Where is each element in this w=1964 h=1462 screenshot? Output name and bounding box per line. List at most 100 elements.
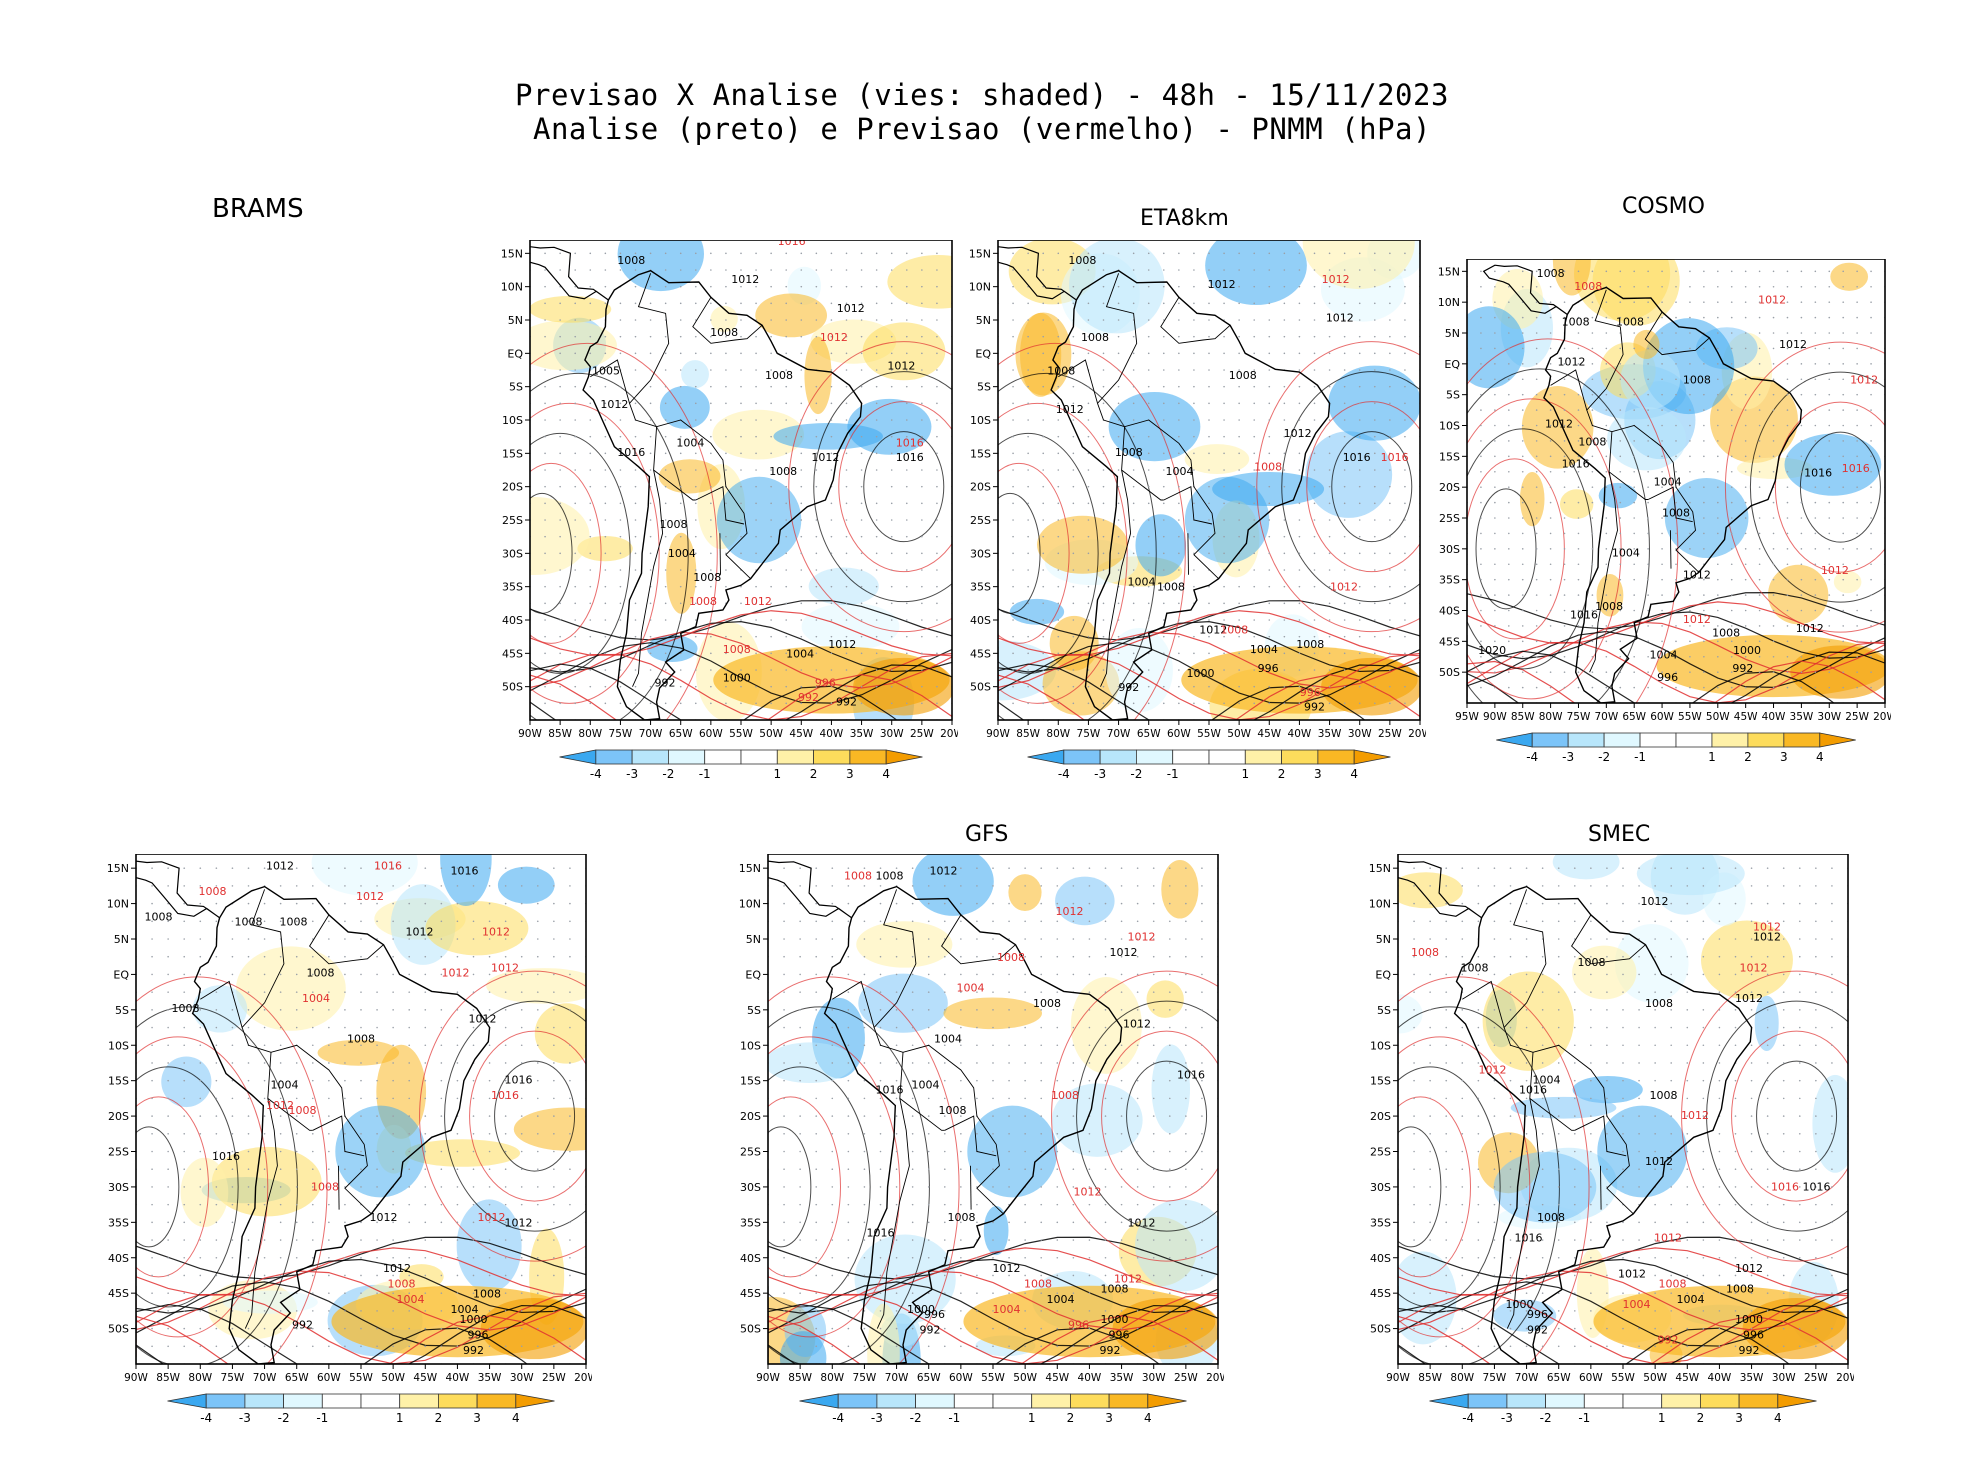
contour-label: 1012: [1123, 1017, 1151, 1030]
colorbar-tick-label: 2: [1067, 1411, 1075, 1425]
contour-label: 1008: [307, 966, 335, 979]
latitude-tick-label: 35S: [1370, 1216, 1391, 1229]
longitude-tick-label: 45W: [1675, 1372, 1699, 1384]
contour-label: 992: [1527, 1323, 1548, 1336]
latitude-tick-label: 5S: [977, 381, 991, 394]
latitude-tick-label: 10N: [501, 281, 523, 294]
longitude-tick-label: 25W: [1174, 1372, 1198, 1384]
country-border: [971, 1166, 972, 1210]
contour-label: 1008: [235, 915, 263, 928]
longitude-tick-label: 75W: [853, 1372, 877, 1384]
latitude-tick-label: 50S: [1370, 1323, 1391, 1336]
contour-label: 1012: [993, 1262, 1021, 1275]
longitude-tick-label: 30W: [1772, 1372, 1796, 1384]
longitude-tick-label: 70W: [253, 1372, 277, 1384]
contour-label: 1012: [1758, 293, 1786, 306]
longitude-tick-label: 20W: [1873, 711, 1891, 723]
contour-label: 1004: [1127, 576, 1155, 589]
longitude-tick-label: 90W: [1483, 711, 1507, 723]
latitude-tick-label: 10S: [1370, 1039, 1391, 1052]
colorbar-tick-label: -3: [1562, 750, 1574, 764]
contour-label: 996: [1527, 1308, 1548, 1321]
contour-label: 1008: [1461, 961, 1489, 974]
longitude-tick-label: 75W: [1567, 711, 1591, 723]
contour-label: 1012: [1796, 622, 1824, 635]
colorbar-tick-label: 4: [1816, 750, 1824, 764]
latitude-tick-label: 20S: [502, 481, 523, 494]
contour-label: 992: [1304, 700, 1325, 713]
country-border: [1670, 530, 1671, 568]
longitude-tick-label: 40W: [1708, 1372, 1732, 1384]
contour-label: 1016: [1570, 609, 1598, 622]
contour-label: 1016: [1771, 1181, 1799, 1194]
longitude-tick-label: 75W: [1077, 728, 1101, 740]
colorbar-tick-label: 3: [1780, 750, 1788, 764]
longitude-tick-label: 40W: [1288, 728, 1312, 740]
contour-label: 1012: [820, 331, 848, 344]
latitude-tick-label: 35S: [108, 1216, 129, 1229]
contour-label: 1000: [1735, 1313, 1763, 1326]
contour-label: 992: [1658, 1334, 1679, 1347]
longitude-tick-label: 25W: [1804, 1372, 1828, 1384]
latitude-tick-label: 5S: [1377, 1004, 1391, 1017]
longitude-tick-label: 25W: [542, 1372, 566, 1384]
longitude-tick-label: 55W: [349, 1372, 373, 1384]
contour-label: 1008: [1712, 626, 1740, 639]
contour-label: 1008: [844, 870, 872, 883]
contour-label: 1016: [896, 451, 924, 464]
longitude-tick-label: 40W: [1078, 1372, 1102, 1384]
contour-label: 1008: [1578, 435, 1606, 448]
contour-label: 1008: [1047, 364, 1075, 377]
contour-label: 1008: [1578, 956, 1606, 969]
contour-label: 1012: [744, 595, 772, 608]
colorbar-tick-label: 2: [1697, 1411, 1705, 1425]
contour-label: 1016: [876, 1084, 904, 1097]
longitude-tick-label: 35W: [478, 1372, 502, 1384]
contour-label: 1016: [1381, 451, 1409, 464]
contour-label: 1008: [876, 870, 904, 883]
contour-label: 1012: [1753, 931, 1781, 944]
longitude-tick-label: 65W: [669, 728, 693, 740]
latitude-tick-label: 15N: [501, 247, 523, 260]
contour-label: 1020: [1478, 644, 1506, 657]
colorbar-tick-label: 4: [512, 1411, 520, 1425]
longitude-tick-label: 35W: [1740, 1372, 1764, 1384]
colorbar-tick-label: -2: [1598, 750, 1610, 764]
longitude-tick-label: 50W: [759, 728, 783, 740]
bias-shading: [161, 854, 592, 1359]
contour-label: 1012: [370, 1211, 398, 1224]
latitude-tick-label: 5N: [508, 314, 523, 327]
contour-label: 1012: [1330, 580, 1358, 593]
colorbar-tick-label: -4: [590, 767, 602, 781]
longitude-tick-label: 65W: [1137, 728, 1161, 740]
colorbar-tick-label: 1: [1028, 1411, 1036, 1425]
contour-label: 1008: [617, 254, 645, 267]
contour-label: 1004: [1612, 546, 1640, 559]
contour-label: 1012: [1074, 1186, 1102, 1199]
longitude-tick-label: 50W: [1013, 1372, 1037, 1384]
contour-label: 1012: [491, 961, 519, 974]
longitude-tick-label: 75W: [1483, 1372, 1507, 1384]
contour-label: 1016: [1803, 1181, 1831, 1194]
contour-label: 1008: [693, 571, 721, 584]
contour-label: 1012: [1618, 1267, 1646, 1280]
contour-label: 1012: [1110, 946, 1138, 959]
latitude-tick-label: 10S: [970, 414, 991, 427]
contour-label: 1008: [1033, 997, 1061, 1010]
contour-label: 1004: [934, 1033, 962, 1046]
colorbar-tick-label: -2: [1130, 767, 1142, 781]
longitude-tick-label: 55W: [729, 728, 753, 740]
contour-label: 1008: [1101, 1283, 1129, 1296]
country-border: [1161, 297, 1230, 343]
contour-label: 1012: [1850, 373, 1878, 386]
contour-label: 996: [1743, 1329, 1764, 1342]
contour-label: 1012: [383, 1262, 411, 1275]
latitude-tick-label: 30S: [1370, 1181, 1391, 1194]
longitude-tick-label: 30W: [880, 728, 904, 740]
contour-label: 1008: [1537, 267, 1565, 280]
